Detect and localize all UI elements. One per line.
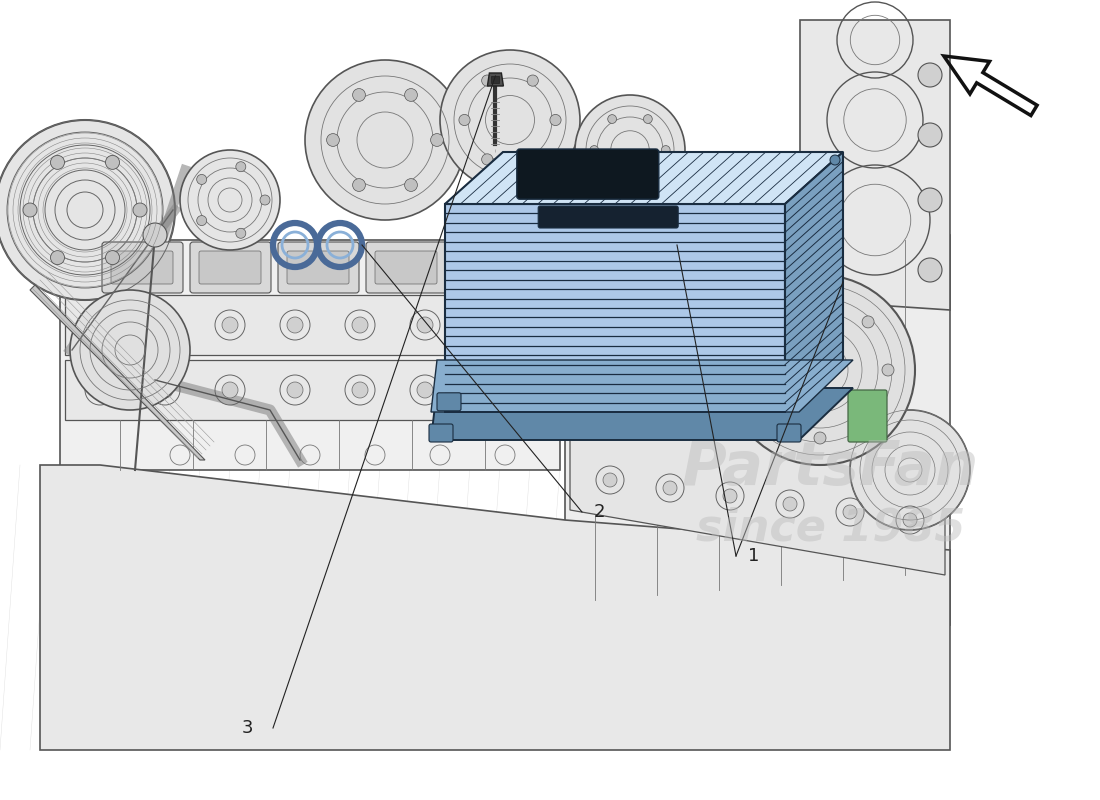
Circle shape <box>644 114 652 123</box>
Circle shape <box>862 316 874 328</box>
Circle shape <box>814 432 826 444</box>
FancyBboxPatch shape <box>190 242 271 293</box>
Circle shape <box>644 177 652 186</box>
Circle shape <box>92 317 108 333</box>
Text: PartsFan: PartsFan <box>682 438 979 498</box>
Polygon shape <box>446 152 843 204</box>
FancyBboxPatch shape <box>463 251 525 284</box>
Circle shape <box>918 63 942 87</box>
Circle shape <box>766 316 778 328</box>
FancyBboxPatch shape <box>437 393 461 411</box>
Circle shape <box>235 162 245 172</box>
Circle shape <box>918 123 942 147</box>
Circle shape <box>197 174 207 185</box>
Circle shape <box>417 382 433 398</box>
Circle shape <box>590 146 598 154</box>
Circle shape <box>287 382 303 398</box>
Circle shape <box>746 364 758 376</box>
Polygon shape <box>785 152 843 412</box>
Circle shape <box>918 188 942 212</box>
Circle shape <box>903 513 917 527</box>
Polygon shape <box>65 295 556 355</box>
Circle shape <box>106 250 120 265</box>
Polygon shape <box>431 388 852 440</box>
Polygon shape <box>431 360 852 412</box>
Circle shape <box>882 364 894 376</box>
Circle shape <box>482 317 498 333</box>
Polygon shape <box>65 360 556 420</box>
Circle shape <box>51 250 65 265</box>
Circle shape <box>287 317 303 333</box>
Polygon shape <box>492 76 499 83</box>
Circle shape <box>405 89 417 102</box>
Circle shape <box>133 203 147 217</box>
Circle shape <box>663 481 676 495</box>
Circle shape <box>235 228 245 238</box>
Circle shape <box>353 89 365 102</box>
Circle shape <box>305 60 465 220</box>
FancyBboxPatch shape <box>848 390 887 442</box>
Circle shape <box>197 215 207 226</box>
Text: since 1985: since 1985 <box>696 506 965 550</box>
FancyBboxPatch shape <box>366 242 447 293</box>
Circle shape <box>862 412 874 424</box>
Circle shape <box>603 473 617 487</box>
FancyBboxPatch shape <box>199 251 261 284</box>
Circle shape <box>180 150 280 250</box>
FancyBboxPatch shape <box>429 424 453 442</box>
Circle shape <box>157 317 173 333</box>
Polygon shape <box>487 73 504 86</box>
Polygon shape <box>800 20 950 310</box>
Circle shape <box>106 155 120 170</box>
Polygon shape <box>40 465 950 750</box>
Circle shape <box>918 258 942 282</box>
Polygon shape <box>60 240 560 470</box>
Circle shape <box>607 177 616 186</box>
Circle shape <box>459 114 470 126</box>
Circle shape <box>575 95 685 205</box>
Circle shape <box>766 412 778 424</box>
Polygon shape <box>570 390 945 575</box>
Circle shape <box>157 382 173 398</box>
Circle shape <box>143 223 167 247</box>
Circle shape <box>843 505 857 519</box>
Polygon shape <box>565 225 950 625</box>
Circle shape <box>260 195 270 205</box>
FancyBboxPatch shape <box>538 206 679 228</box>
Circle shape <box>405 178 417 191</box>
Circle shape <box>353 178 365 191</box>
Circle shape <box>23 203 37 217</box>
Circle shape <box>607 114 616 123</box>
FancyBboxPatch shape <box>278 242 359 293</box>
Circle shape <box>527 154 538 165</box>
Circle shape <box>783 497 798 511</box>
Circle shape <box>430 134 443 146</box>
Circle shape <box>327 134 340 146</box>
FancyBboxPatch shape <box>777 424 801 442</box>
Circle shape <box>661 146 670 154</box>
Text: 1: 1 <box>748 547 759 565</box>
Circle shape <box>482 154 493 165</box>
Circle shape <box>222 317 238 333</box>
Text: 3: 3 <box>242 719 253 737</box>
Circle shape <box>725 275 915 465</box>
Circle shape <box>92 382 108 398</box>
FancyBboxPatch shape <box>517 149 659 199</box>
Circle shape <box>850 410 970 530</box>
Circle shape <box>352 382 368 398</box>
Circle shape <box>482 382 498 398</box>
Circle shape <box>550 114 561 126</box>
FancyBboxPatch shape <box>454 242 535 293</box>
Circle shape <box>222 382 238 398</box>
Circle shape <box>830 155 840 165</box>
Circle shape <box>814 296 826 308</box>
Polygon shape <box>446 204 785 412</box>
Circle shape <box>51 155 65 170</box>
FancyBboxPatch shape <box>375 251 437 284</box>
Circle shape <box>417 317 433 333</box>
Circle shape <box>352 317 368 333</box>
Polygon shape <box>30 285 205 460</box>
Circle shape <box>723 489 737 503</box>
Circle shape <box>440 50 580 190</box>
